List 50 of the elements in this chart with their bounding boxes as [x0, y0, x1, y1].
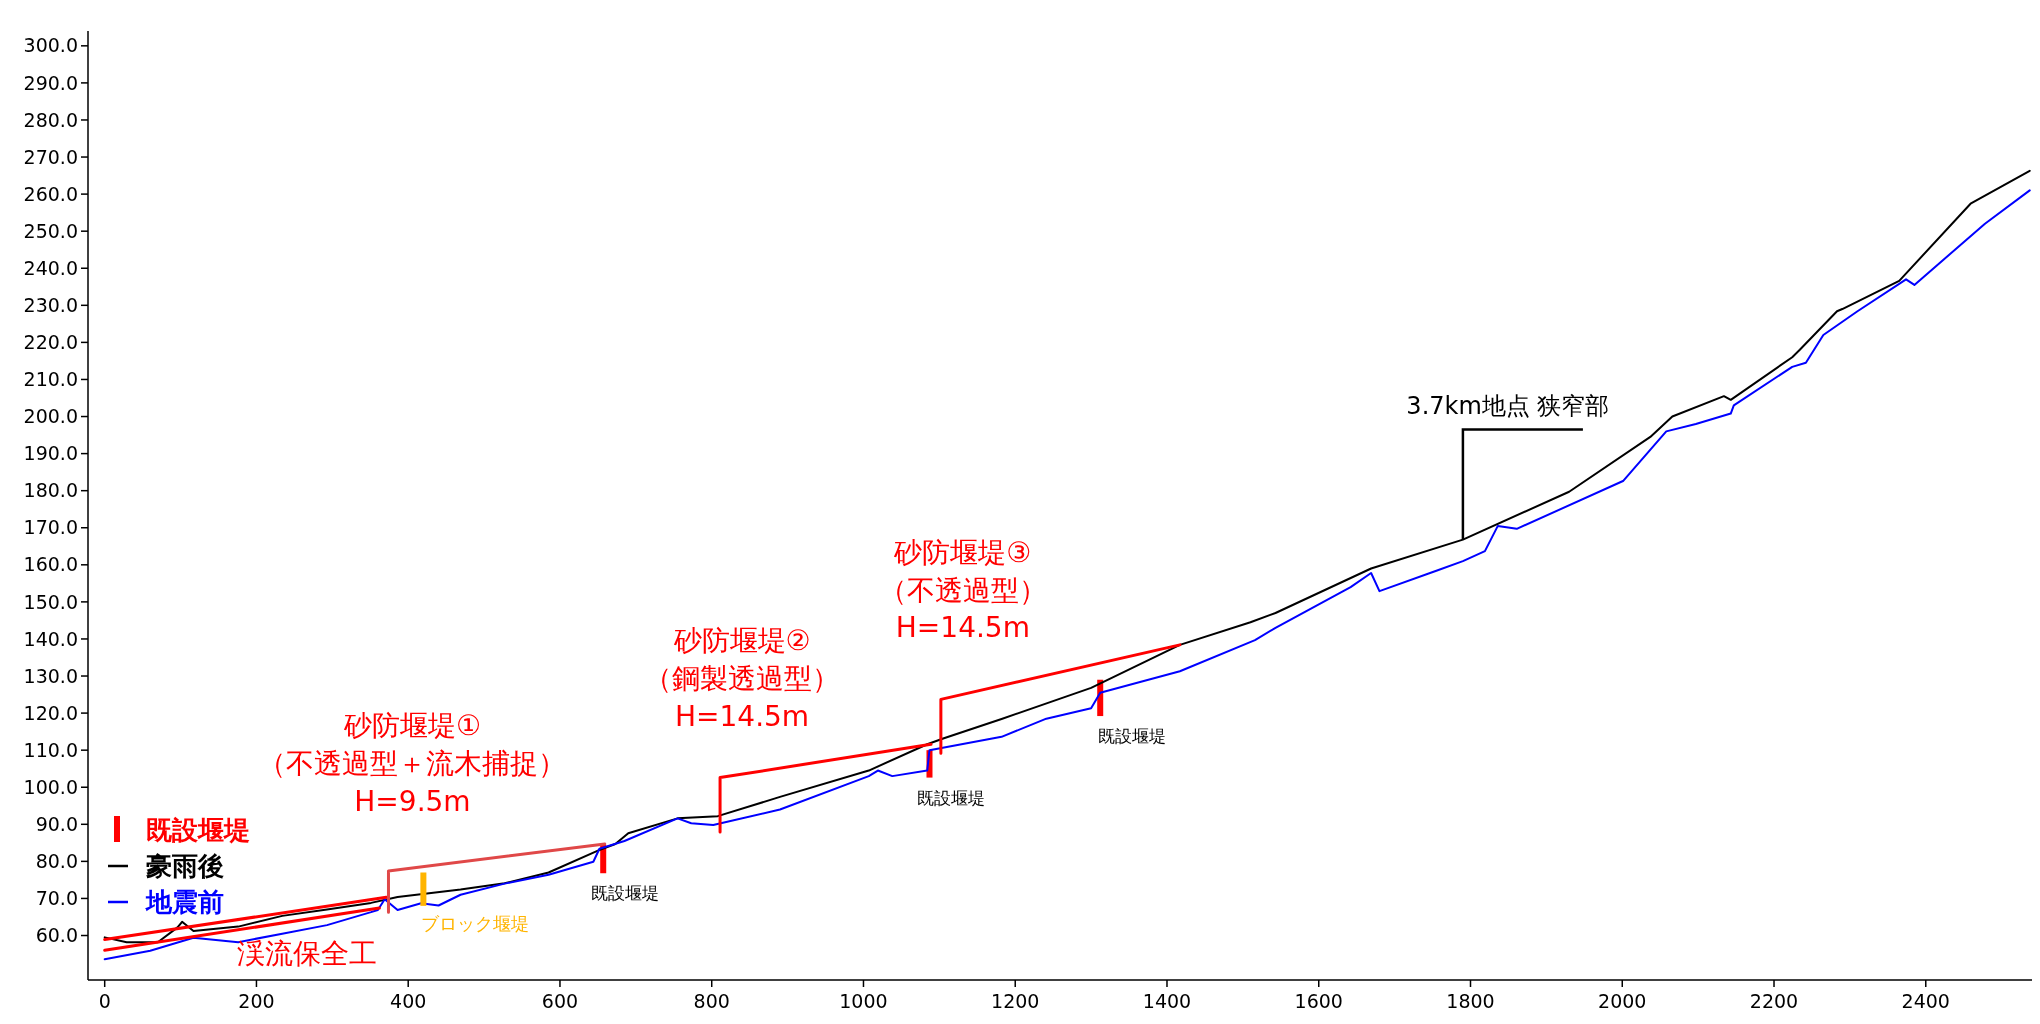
x-tick-label: 2000 [1598, 990, 1647, 1012]
x-tick-label: 200 [238, 990, 275, 1012]
y-tick-label: 170.0 [23, 516, 78, 539]
x-tick-label: 1800 [1446, 990, 1495, 1012]
legend-label: 既設堰堤 [146, 815, 250, 846]
y-tick-label: 140.0 [23, 627, 78, 650]
x-tick-label: 1600 [1294, 990, 1343, 1012]
legend-label: 地震前 [145, 887, 224, 918]
y-tick-label: 100.0 [23, 775, 78, 798]
y-tick-label: 270.0 [23, 145, 78, 168]
annotation: 既設堰堤 [591, 883, 660, 904]
x-tick-label: 600 [541, 990, 579, 1012]
y-tick-label: 130.0 [23, 664, 78, 687]
x-tick-label: 1000 [839, 990, 888, 1012]
y-tick-label: 180.0 [23, 479, 78, 502]
y-tick-label: 200.0 [23, 405, 78, 428]
y-tick-label: 250.0 [23, 219, 78, 242]
y-tick-label: 160.0 [23, 553, 78, 576]
y-tick-label: 150.0 [23, 590, 78, 613]
y-tick-label: 230.0 [23, 293, 78, 316]
x-tick-label: 2400 [1901, 990, 1950, 1012]
annotation: 砂防堰堤② （鋼製透過型） H=14.5m [644, 624, 841, 733]
annotation: 既設堰堤 [917, 787, 986, 808]
y-tick-label: 210.0 [23, 368, 78, 391]
y-tick-label: 70.0 [35, 887, 78, 910]
y-tick-label: 280.0 [23, 108, 78, 131]
y-tick-label: 220.0 [23, 331, 78, 354]
x-tick-label: 1400 [1142, 990, 1192, 1012]
y-tick-label: 120.0 [23, 701, 78, 724]
y-tick-label: 190.0 [23, 442, 78, 465]
annotation: 渓流保全工 [237, 937, 378, 971]
annotation: 3.7km地点 狭窄部 [1406, 391, 1610, 420]
y-tick-label: 290.0 [23, 71, 78, 94]
x-tick-label: 800 [693, 990, 730, 1012]
annotation: 砂防堰堤① （不透過型＋流木捕捉） H=9.5m [258, 709, 567, 819]
x-tick-label: 1200 [991, 990, 1040, 1012]
y-tick-label: 90.0 [35, 812, 78, 835]
legend-label: 豪雨後 [146, 851, 224, 882]
x-tick-label: 400 [390, 990, 427, 1012]
y-tick-label: 110.0 [23, 738, 78, 761]
y-tick-label: 300.0 [23, 34, 78, 57]
annotation: 既設堰堤 [1098, 726, 1167, 747]
x-tick-label: 0 [98, 990, 111, 1012]
annotation: ブロック堰堤 [421, 912, 530, 934]
annotation: 砂防堰堤③ （不透過型） H=14.5m [878, 535, 1047, 645]
y-tick-label: 60.0 [35, 924, 78, 947]
x-tick-label: 2200 [1749, 990, 1799, 1012]
y-tick-label: 80.0 [35, 850, 78, 873]
y-tick-label: 240.0 [23, 256, 78, 279]
y-tick-label: 260.0 [23, 182, 78, 205]
